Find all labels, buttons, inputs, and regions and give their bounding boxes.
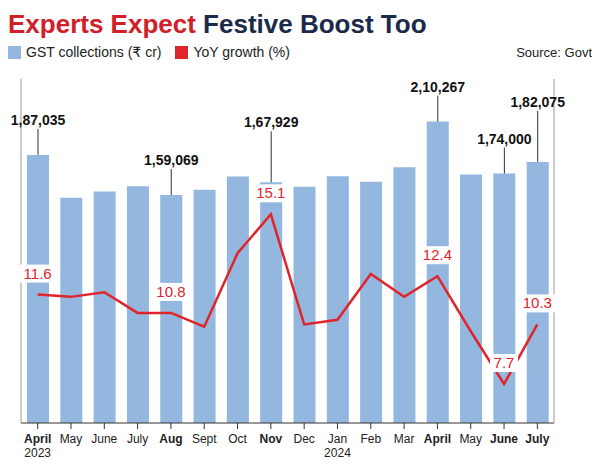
svg-text:June: June	[490, 432, 518, 446]
svg-text:April: April	[424, 432, 451, 446]
svg-text:May: May	[459, 432, 482, 446]
svg-text:May: May	[60, 432, 83, 446]
svg-text:Mar: Mar	[394, 432, 415, 446]
svg-text:7.7: 7.7	[494, 354, 515, 371]
svg-text:Jan: Jan	[328, 432, 347, 446]
svg-text:July: July	[127, 432, 148, 446]
svg-text:April: April	[24, 432, 51, 446]
svg-text:1,59,069: 1,59,069	[144, 152, 199, 168]
svg-text:July: July	[525, 432, 549, 446]
svg-text:Aug: Aug	[159, 432, 182, 446]
html-text:Experts Expect Festive Boost T: Experts Expect Festive Boost Too	[8, 9, 427, 39]
svg-text:11.6: 11.6	[24, 265, 52, 282]
svg-text:15.1: 15.1	[256, 184, 285, 201]
svg-text:Sept: Sept	[192, 432, 217, 446]
svg-text:Nov: Nov	[260, 432, 283, 446]
svg-text:1,74,000: 1,74,000	[477, 131, 532, 147]
svg-text:2024: 2024	[324, 446, 351, 459]
svg-text:12.4: 12.4	[423, 246, 452, 263]
svg-text:Oct: Oct	[228, 432, 247, 446]
html-text:YoY growth (%): YoY growth (%)	[193, 44, 290, 60]
svg-text:1,82,075: 1,82,075	[510, 94, 565, 110]
svg-text:Feb: Feb	[360, 432, 381, 446]
svg-text:10.3: 10.3	[523, 294, 552, 311]
svg-text:2023: 2023	[24, 446, 51, 459]
svg-text:10.8: 10.8	[156, 283, 185, 300]
svg-text:Dec: Dec	[293, 432, 314, 446]
svg-text:1,87,035: 1,87,035	[11, 112, 66, 128]
html-text:Source: Govt: Source: Govt	[516, 44, 592, 60]
svg-text:1,67,929: 1,67,929	[244, 114, 299, 130]
svg-text:2,10,267: 2,10,267	[411, 79, 466, 95]
html-text:GST collections (₹ cr): GST collections (₹ cr)	[26, 44, 162, 60]
svg-text:June: June	[91, 432, 117, 446]
